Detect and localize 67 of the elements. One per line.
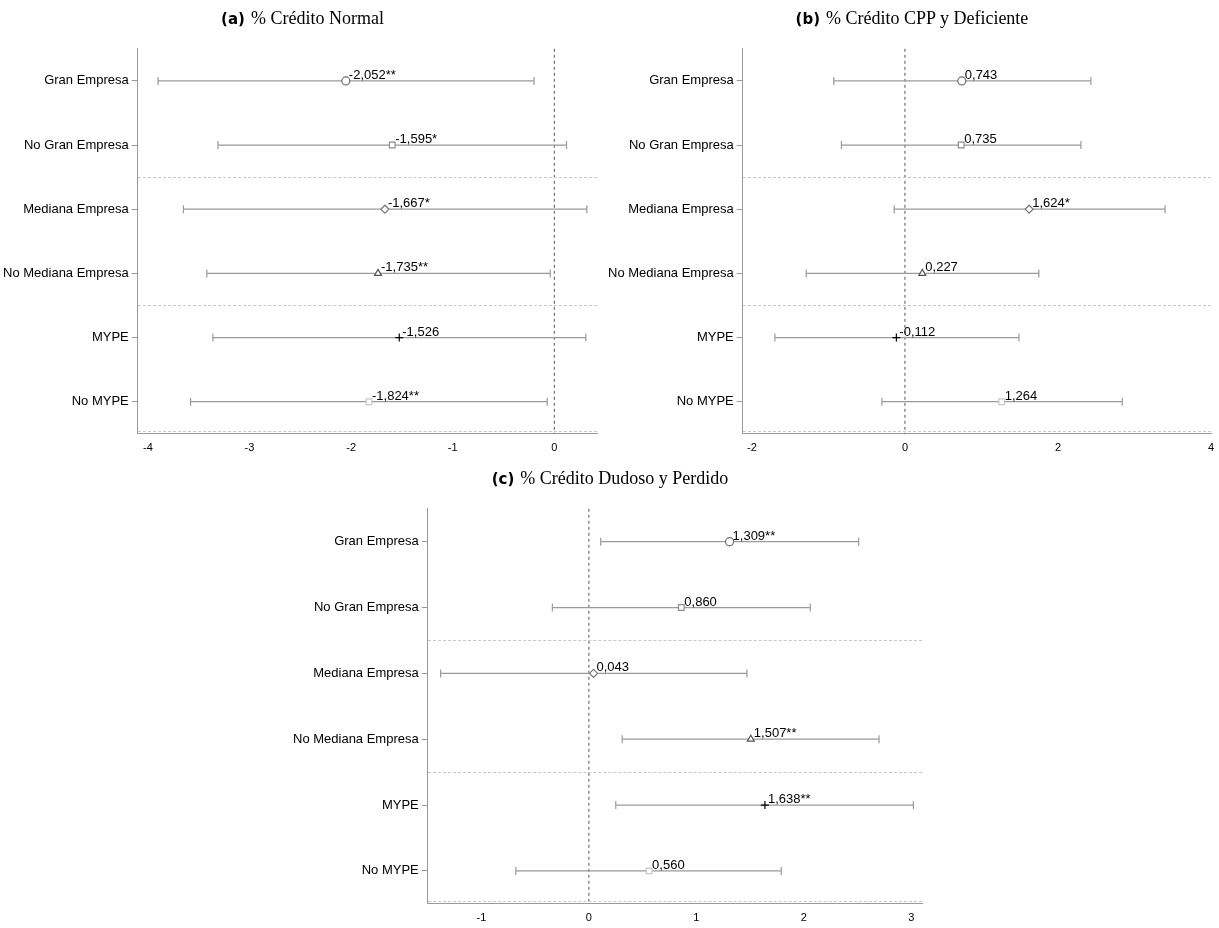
- y-tick-label: No Gran Empresa: [628, 136, 735, 152]
- point: [1024, 204, 1034, 214]
- y-tick-label: No Mediana Empresa: [292, 730, 420, 746]
- point: [341, 76, 351, 86]
- point: [957, 141, 965, 149]
- x-tick-label: 0: [585, 911, 592, 924]
- chart-title: (b) % Crédito CPP y Deficiente: [794, 8, 1030, 29]
- y-tick-label: No MYPE: [676, 393, 735, 409]
- chart-title: (a) % Crédito Normal: [220, 8, 385, 29]
- data-label: -1,667*: [387, 195, 430, 211]
- data-label: -2,052**: [348, 66, 396, 82]
- data-label: 0,043: [596, 659, 630, 675]
- y-tick-label: No MYPE: [361, 862, 420, 878]
- data-label: 0,735: [964, 131, 997, 147]
- y-tick-label: No Gran Empresa: [313, 599, 420, 615]
- y-tick-label: Gran Empresa: [44, 72, 130, 88]
- x-tick-label: -4: [143, 441, 153, 454]
- data-label: -1,735**: [381, 259, 429, 275]
- point: [998, 398, 1006, 406]
- data-label: 1,309**: [732, 527, 776, 543]
- data-label: 1,264: [1004, 387, 1038, 403]
- y-tick-label: MYPE: [91, 329, 130, 345]
- data-label: -1,526: [402, 323, 440, 339]
- y-tick-label: Gran Empresa: [334, 533, 420, 549]
- y-tick-label: No Mediana Empresa: [607, 264, 735, 280]
- x-tick-label: 2: [1054, 441, 1062, 454]
- x-tick-label: -2: [747, 441, 757, 454]
- point: [645, 867, 653, 875]
- y-tick-label: Gran Empresa: [649, 72, 735, 88]
- data-label: -1,595*: [395, 131, 438, 147]
- x-tick-label: -2: [346, 441, 356, 454]
- x-tick-label: 0: [551, 441, 558, 454]
- point: [677, 604, 685, 611]
- data-label: 1,507**: [753, 725, 797, 741]
- y-tick-label: Mediana Empresa: [628, 200, 735, 216]
- x-tick-label: -3: [244, 441, 255, 454]
- point: [380, 204, 390, 214]
- x-tick-label: -1: [447, 441, 458, 454]
- data-label: 0,560: [652, 856, 685, 872]
- y-tick-label: MYPE: [381, 796, 420, 812]
- x-tick-label: 3: [908, 911, 915, 924]
- point: [957, 76, 967, 86]
- x-tick-label: 0: [901, 441, 908, 454]
- data-label: 1,638**: [767, 791, 811, 807]
- point: [388, 141, 396, 149]
- chart-title: (c) % Crédito Dudoso y Perdido: [490, 468, 730, 489]
- data-label: -1,824**: [371, 387, 419, 403]
- data-label: 0,227: [925, 259, 958, 275]
- y-tick-label: No Gran Empresa: [23, 136, 130, 152]
- point: [365, 398, 373, 406]
- y-tick-label: Mediana Empresa: [23, 200, 130, 216]
- data-label: 0,860: [684, 593, 717, 609]
- point: [588, 668, 599, 678]
- x-tick-label: 2: [800, 911, 807, 924]
- y-tick-label: No Mediana Empresa: [2, 264, 130, 280]
- y-tick-label: No MYPE: [71, 393, 130, 409]
- data-label: 1,624*: [1032, 195, 1070, 211]
- y-tick-label: MYPE: [696, 329, 735, 345]
- point: [760, 800, 770, 810]
- data-label: 0,743: [964, 66, 998, 82]
- data-label: -0,112: [899, 323, 936, 339]
- point: [746, 734, 755, 742]
- point: [724, 537, 735, 547]
- x-tick-label: 1: [693, 911, 700, 924]
- x-tick-label: 4: [1207, 441, 1215, 454]
- x-tick-label: -1: [476, 911, 487, 924]
- y-tick-label: Mediana Empresa: [313, 664, 420, 680]
